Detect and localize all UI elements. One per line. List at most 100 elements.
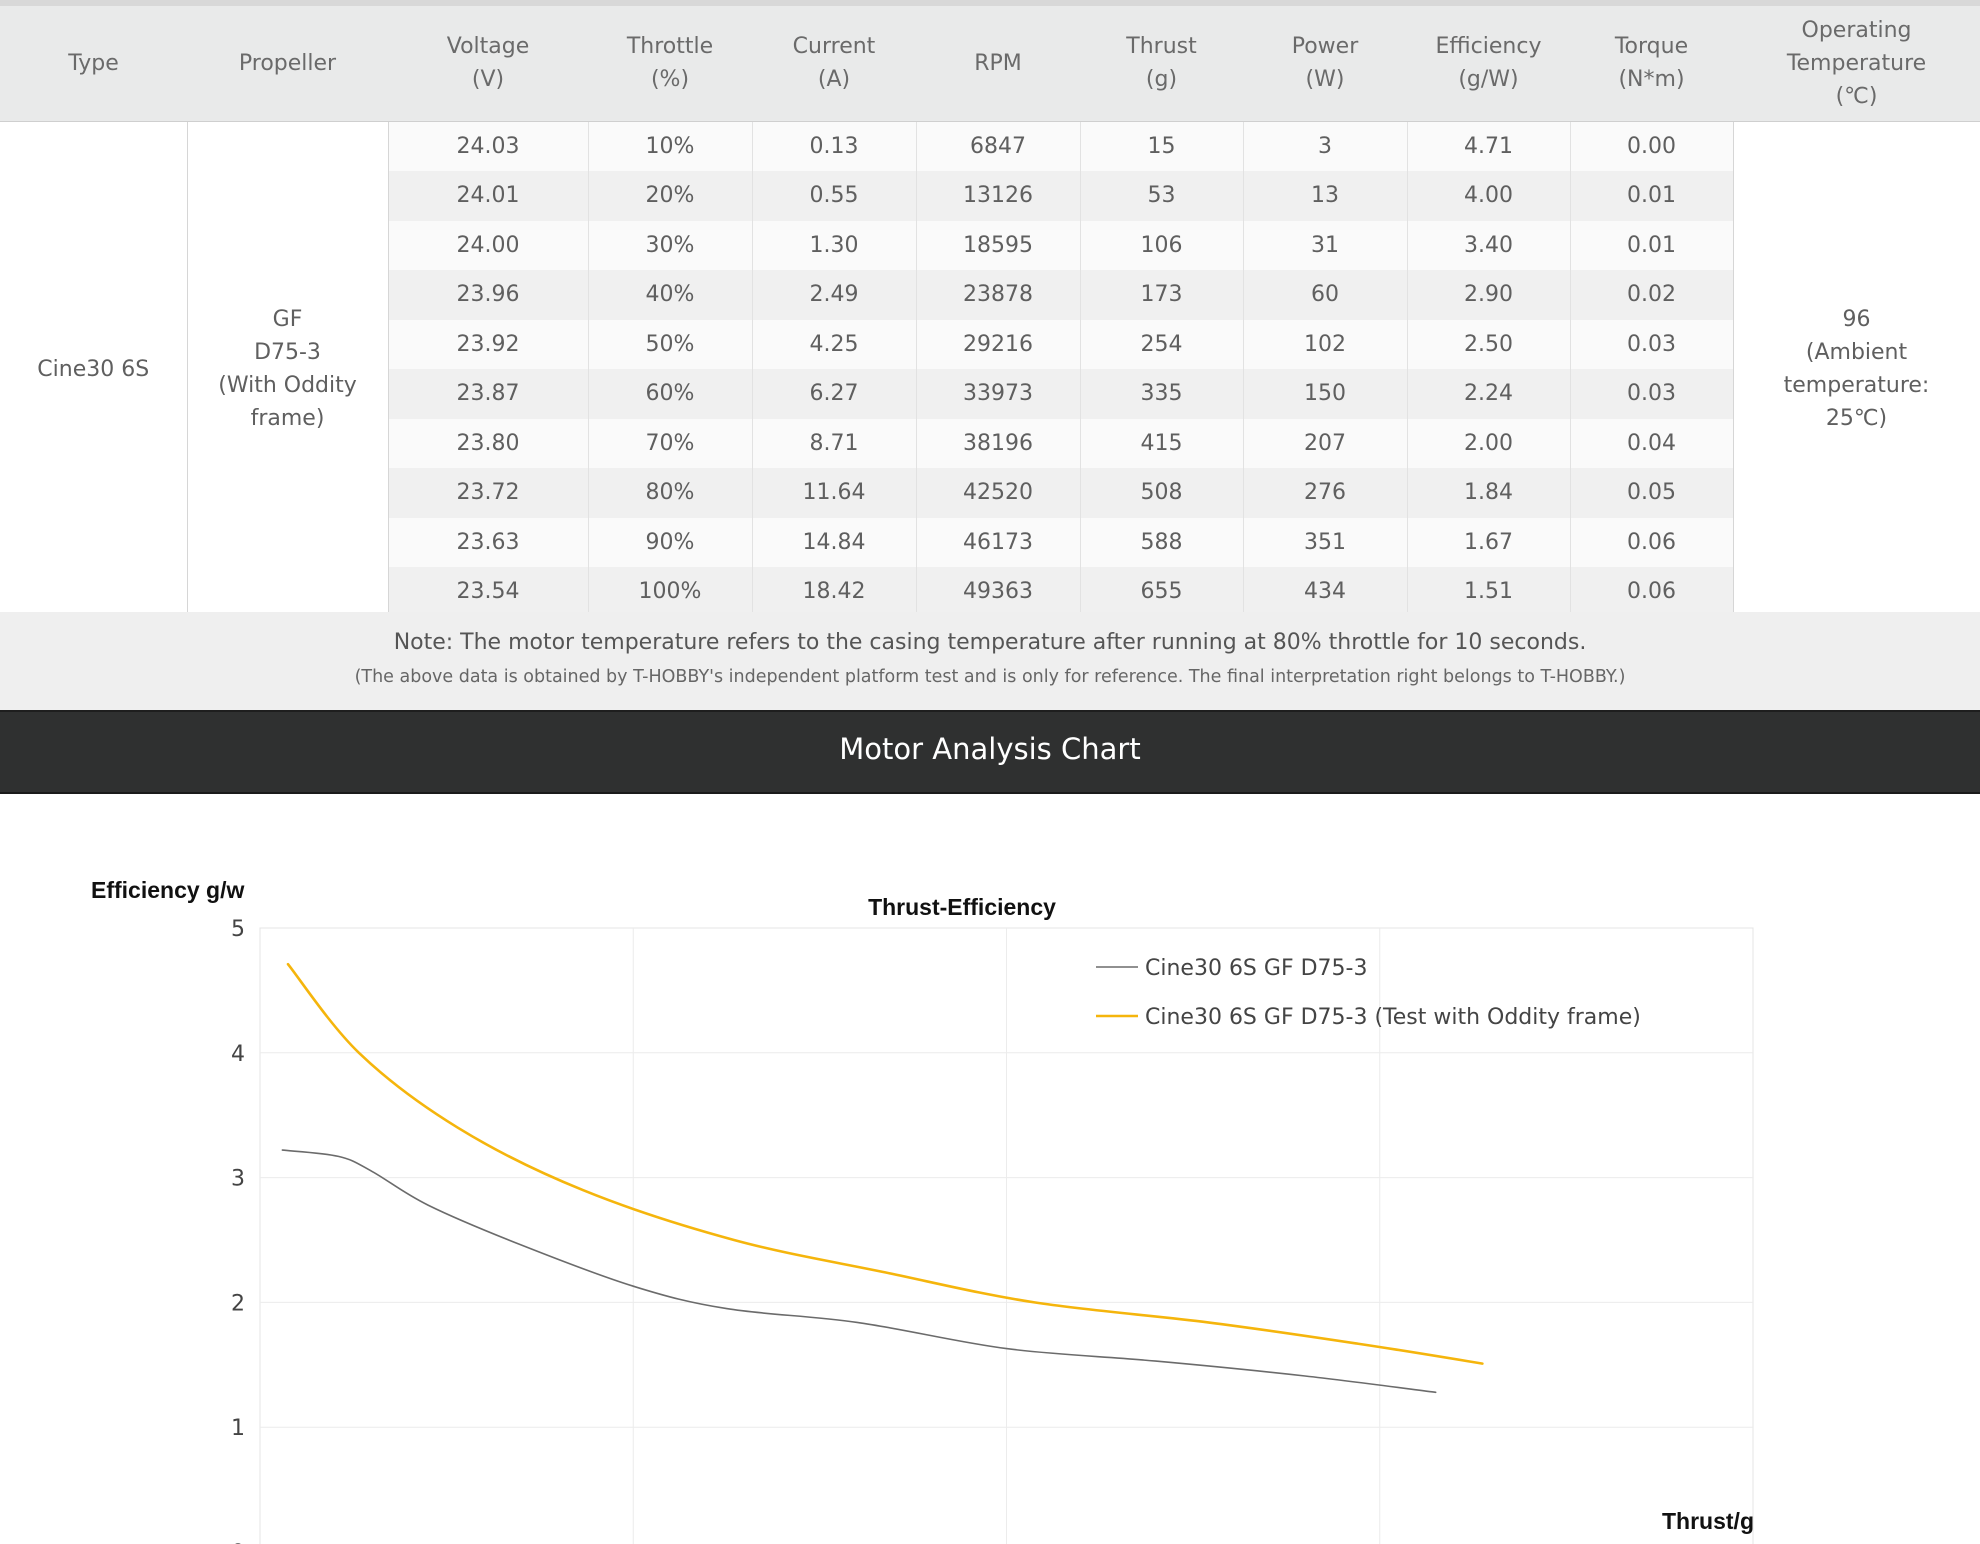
table-cell: 24.03	[388, 121, 589, 171]
column-header: Current (A)	[752, 0, 916, 122]
table-cell: 23.54	[388, 567, 589, 618]
banner-title: Motor Analysis Chart	[839, 732, 1141, 766]
series-line-2	[286, 962, 1484, 1365]
table-cell: 13	[1243, 171, 1408, 221]
column-header: Power (W)	[1243, 0, 1407, 122]
table-cell: 3	[1243, 121, 1408, 171]
table-cell: 23.72	[388, 468, 589, 518]
operating-temperature-cell: 96 (Ambient temperature: 25℃)	[1733, 121, 1980, 618]
table-cell: 46173	[916, 517, 1081, 567]
ticks-layer: 0123450200400600800	[231, 917, 245, 1544]
table-cell: 18.42	[752, 567, 917, 618]
legend-label: Cine30 6S GF D75-3 (Test with Oddity fra…	[1145, 1005, 1641, 1030]
table-row: 24.00 30% 1.30 18595 106 31 3.40 0.01	[0, 220, 1980, 270]
table-cell: 0.05	[1570, 468, 1734, 518]
table-cell: 8.71	[752, 418, 917, 468]
y-tick-label: 5	[231, 917, 245, 942]
table-cell: 24.00	[388, 220, 589, 270]
chart-area: Efficiency g/w Thrust-Efficiency Thrust/…	[0, 792, 1980, 1544]
table-cell: 4.25	[752, 319, 917, 369]
table-row: 23.87 60% 6.27 33973 335 150 2.24 0.03	[0, 369, 1980, 419]
chart-x-axis-label: Thrust/g	[1662, 1508, 1754, 1534]
table-cell: 6847	[916, 121, 1081, 171]
table-cell: 2.24	[1407, 369, 1571, 419]
column-header: Operating Temperature (℃)	[1733, 0, 1980, 122]
table-cell: 14.84	[752, 517, 917, 567]
section-banner: Motor Analysis Chart	[0, 710, 1980, 794]
table-cell: 0.00	[1570, 121, 1734, 171]
table-cell: 23.80	[388, 418, 589, 468]
column-header: Type	[0, 0, 187, 122]
table-cell: 29216	[916, 319, 1081, 369]
table-cell: 0.06	[1570, 517, 1734, 567]
table-body: Cine30 6S GF D75-3 (With Oddity frame) 24.…	[0, 121, 1980, 618]
table-cell: 508	[1080, 468, 1244, 518]
column-header: Throttle (%)	[588, 0, 752, 122]
table-cell: 20%	[588, 171, 753, 221]
table-cell: 0.03	[1570, 319, 1734, 369]
table-cell: 351	[1243, 517, 1408, 567]
motor-type-cell: Cine30 6S	[0, 121, 188, 618]
table-cell: 2.50	[1407, 319, 1571, 369]
table-cell: 276	[1243, 468, 1408, 518]
table-cell: 70%	[588, 418, 753, 468]
table-row: 23.80 70% 8.71 38196 415 207 2.00 0.04	[0, 418, 1980, 468]
table-row: 23.72 80% 11.64 42520 508 276 1.84 0.05	[0, 468, 1980, 518]
table-cell: 15	[1080, 121, 1244, 171]
table-row: 23.63 90% 14.84 46173 588 351 1.67 0.06	[0, 517, 1980, 567]
table-cell: 40%	[588, 270, 753, 320]
table-cell: 0.01	[1570, 171, 1734, 221]
table-cell: 24.01	[388, 171, 589, 221]
table-cell: 4.71	[1407, 121, 1571, 171]
table-cell: 100%	[588, 567, 753, 618]
table-cell: 49363	[916, 567, 1081, 618]
table-cell: 207	[1243, 418, 1408, 468]
table-row: 23.96 40% 2.49 23878 173 60 2.90 0.02	[0, 270, 1980, 320]
table-cell: 0.13	[752, 121, 917, 171]
y-tick-label: 0	[231, 1541, 245, 1544]
table-cell: 2.00	[1407, 418, 1571, 468]
note-text: Note: The motor temperature refers to th…	[393, 630, 1587, 655]
table-cell: 434	[1243, 567, 1408, 618]
column-header: Thrust (g)	[1080, 0, 1243, 122]
table-cell: 42520	[916, 468, 1081, 518]
column-header: RPM	[916, 0, 1080, 122]
table-cell: 11.64	[752, 468, 917, 518]
table-cell: 0.04	[1570, 418, 1734, 468]
table-cell: 1.67	[1407, 517, 1571, 567]
table-cell: 1.51	[1407, 567, 1571, 618]
table-cell: 13126	[916, 171, 1081, 221]
table-cell: 2.90	[1407, 270, 1571, 320]
table-cell: 0.01	[1570, 220, 1734, 270]
disclaimer-text: (The above data is obtained by T-HOBBY's…	[354, 667, 1626, 687]
y-tick-label: 2	[231, 1291, 245, 1316]
legend: Cine30 6S GF D75-3 Cine30 6S GF D75-3 (Te…	[1096, 956, 1641, 1030]
table-cell: 0.55	[752, 171, 917, 221]
table-cell: 106	[1080, 220, 1244, 270]
chart-title: Thrust-Efficiency	[868, 894, 1056, 920]
chart-y-axis-label: Efficiency g/w	[91, 877, 244, 903]
table-cell: 18595	[916, 220, 1081, 270]
spec-table: Type Propeller Voltage (V) Throttle (%) Curr…	[0, 0, 1980, 618]
table-cell: 80%	[588, 468, 753, 518]
table-cell: 23.87	[388, 369, 589, 419]
legend-label: Cine30 6S GF D75-3	[1145, 956, 1367, 981]
y-tick-label: 4	[231, 1042, 245, 1067]
table-cell: 60	[1243, 270, 1408, 320]
table-cell: 150	[1243, 369, 1408, 419]
table-cell: 10%	[588, 121, 753, 171]
table-row: Cine30 6S GF D75-3 (With Oddity frame) 24.…	[0, 121, 1980, 618]
table-cell: 23.96	[388, 270, 589, 320]
table-cell: 30%	[588, 220, 753, 270]
table-row: 23.92 50% 4.25 29216 254 102 2.50 0.03	[0, 319, 1980, 369]
table-cell: 0.06	[1570, 567, 1734, 618]
table-header-row: Type Propeller Voltage (V) Throttle (%) Curr…	[0, 0, 1980, 122]
series-line-1	[281, 1149, 1437, 1394]
table-cell: 38196	[916, 418, 1081, 468]
table-cell: 0.02	[1570, 270, 1734, 320]
table-cell: 102	[1243, 319, 1408, 369]
table-cell: 1.84	[1407, 468, 1571, 518]
performance-table: Type Propeller Voltage (V) Throttle (%) Curr…	[0, 0, 1980, 618]
table-cell: 415	[1080, 418, 1244, 468]
column-header: Torque (N*m)	[1570, 0, 1733, 122]
